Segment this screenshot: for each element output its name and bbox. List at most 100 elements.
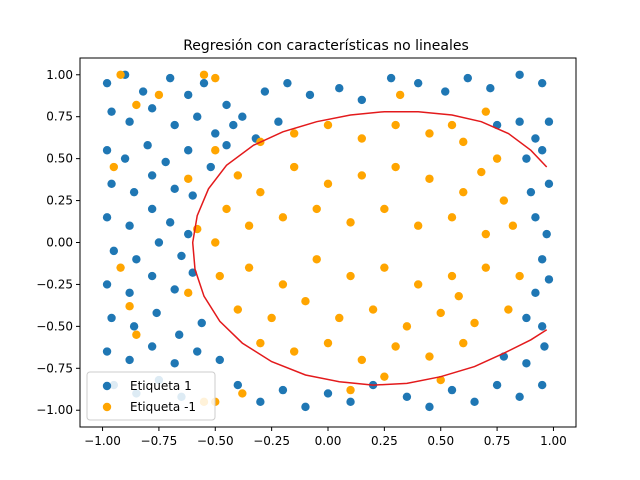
point-etiqueta-1: [175, 330, 184, 339]
point-etiqueta-neg1: [368, 305, 378, 314]
point-etiqueta-neg1: [454, 291, 463, 301]
point-etiqueta-1: [109, 246, 119, 256]
point-etiqueta-1: [540, 342, 549, 351]
point-etiqueta-neg1: [402, 322, 412, 331]
point-etiqueta-neg1: [508, 221, 518, 230]
axis-ticks: −1.00 −0.75 −0.50 −0.25 0.00 0.25 0.50 0.75 1.00…: [36, 68, 567, 448]
point-etiqueta-neg1: [323, 179, 333, 188]
point-etiqueta-neg1: [391, 162, 400, 172]
point-etiqueta-1: [184, 146, 193, 155]
x-tick-label: −1.00: [84, 434, 121, 448]
point-etiqueta-1: [278, 385, 288, 395]
point-etiqueta-neg1: [278, 280, 288, 289]
point-etiqueta-1: [274, 117, 283, 126]
point-etiqueta-1: [463, 73, 472, 83]
point-etiqueta-1: [229, 120, 238, 130]
point-etiqueta-1: [222, 141, 231, 150]
point-etiqueta-neg1: [346, 271, 355, 281]
point-etiqueta-1: [102, 280, 112, 289]
point-etiqueta-neg1: [289, 162, 299, 172]
point-etiqueta-1: [193, 112, 202, 121]
point-etiqueta-1: [129, 187, 139, 197]
point-etiqueta-neg1: [199, 70, 209, 79]
point-etiqueta-1: [147, 171, 157, 180]
legend-marker: [102, 402, 112, 412]
point-etiqueta-neg1: [470, 318, 479, 328]
point-etiqueta-1: [233, 380, 243, 390]
legend-marker: [102, 381, 112, 391]
point-etiqueta-neg1: [222, 204, 231, 214]
point-etiqueta-neg1: [447, 120, 457, 130]
point-etiqueta-neg1: [380, 372, 389, 381]
point-etiqueta-1: [165, 73, 175, 83]
point-etiqueta-neg1: [154, 90, 164, 100]
point-etiqueta-neg1: [459, 187, 468, 197]
point-etiqueta-1: [102, 347, 112, 356]
point-etiqueta-neg1: [499, 196, 509, 205]
point-etiqueta-1: [107, 313, 116, 323]
point-etiqueta-1: [515, 392, 524, 402]
point-etiqueta-1: [199, 78, 209, 88]
point-etiqueta-1: [152, 308, 161, 318]
legend: Etiqueta 1 Etiqueta -1: [86, 371, 216, 421]
y-tick-label: 0.50: [46, 152, 73, 166]
point-etiqueta-1: [537, 146, 547, 155]
point-etiqueta-neg1: [481, 107, 491, 116]
point-etiqueta-1: [107, 179, 116, 188]
point-etiqueta-neg1: [244, 263, 254, 272]
point-etiqueta-1: [537, 322, 547, 331]
point-etiqueta-1: [161, 157, 170, 167]
point-etiqueta-1: [125, 221, 134, 230]
point-etiqueta-neg1: [459, 137, 468, 147]
point-etiqueta-neg1: [357, 171, 367, 180]
point-etiqueta-1: [515, 117, 524, 126]
point-etiqueta-1: [102, 146, 112, 155]
point-etiqueta-neg1: [233, 305, 243, 314]
point-etiqueta-neg1: [413, 280, 423, 289]
point-etiqueta-1: [531, 213, 540, 222]
point-etiqueta-neg1: [323, 338, 333, 348]
point-etiqueta-1: [537, 255, 547, 264]
point-etiqueta-neg1: [459, 338, 468, 348]
point-etiqueta-1: [147, 342, 157, 351]
point-etiqueta-neg1: [481, 263, 491, 272]
x-tick-label: 1.00: [540, 434, 567, 448]
point-etiqueta-neg1: [425, 129, 434, 138]
point-etiqueta-1: [165, 218, 175, 227]
point-etiqueta-neg1: [184, 288, 193, 298]
x-tick-label: −0.25: [253, 434, 290, 448]
point-etiqueta-1: [323, 389, 333, 398]
x-tick-label: −0.75: [141, 434, 178, 448]
point-etiqueta-neg1: [335, 313, 344, 323]
point-etiqueta-neg1: [425, 174, 434, 183]
point-etiqueta-neg1: [436, 308, 445, 318]
point-etiqueta-1: [531, 288, 540, 298]
point-etiqueta-1: [147, 271, 157, 281]
point-etiqueta-neg1: [256, 338, 265, 348]
x-tick-label: 0.00: [315, 434, 342, 448]
y-tick-label: 0.25: [46, 194, 73, 208]
point-etiqueta-1: [238, 112, 247, 121]
point-etiqueta-1: [386, 73, 396, 83]
point-etiqueta-neg1: [244, 221, 254, 230]
point-etiqueta-neg1: [211, 73, 220, 83]
point-etiqueta-neg1: [447, 213, 457, 222]
point-etiqueta-neg1: [395, 90, 405, 100]
point-etiqueta-1: [515, 70, 524, 79]
point-etiqueta-1: [544, 179, 554, 188]
point-etiqueta-1: [143, 141, 152, 150]
point-etiqueta-1: [206, 162, 215, 172]
point-etiqueta-neg1: [116, 263, 125, 272]
point-etiqueta-1: [301, 402, 310, 412]
curve-line: [191, 110, 548, 386]
point-etiqueta-1: [177, 251, 186, 261]
x-tick-label: 0.25: [371, 434, 398, 448]
point-etiqueta-1: [132, 255, 141, 264]
point-etiqueta-neg1: [413, 221, 423, 230]
point-etiqueta-neg1: [492, 154, 502, 163]
point-etiqueta-1: [346, 397, 355, 407]
y-tick-label: 0.75: [46, 110, 73, 124]
point-etiqueta-1: [147, 204, 157, 214]
point-etiqueta-neg1: [346, 218, 355, 227]
point-etiqueta-1: [441, 87, 450, 96]
